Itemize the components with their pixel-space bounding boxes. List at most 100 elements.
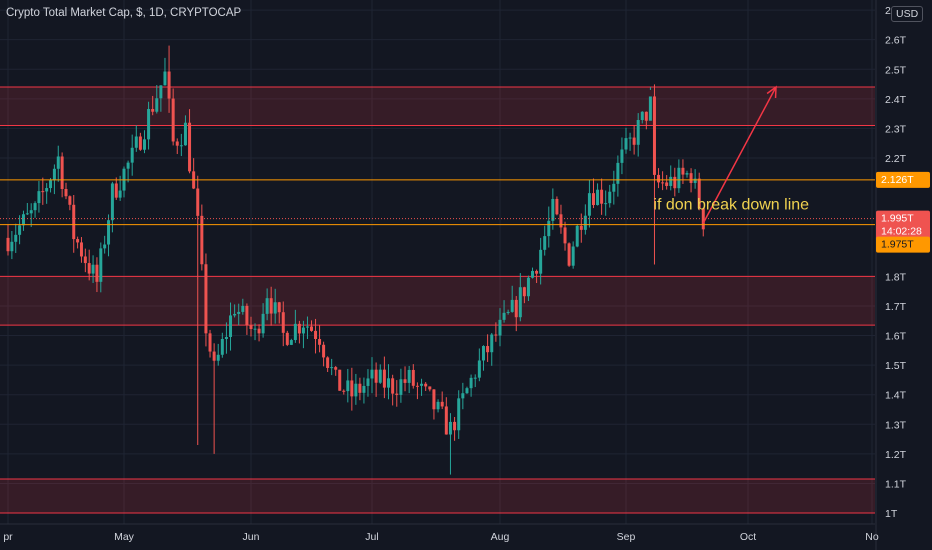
candle-body	[547, 220, 551, 237]
price-axis[interactable]: 1T 1.1T 1.2T 1.3T 1.4T 1.5T 1.6T 1.7T 1.8T 2.2T 2.…	[875, 0, 932, 550]
candle-body	[415, 385, 419, 387]
candle-body	[571, 246, 575, 266]
candle-body	[151, 108, 155, 112]
candle-body	[305, 326, 309, 328]
candle-body	[29, 210, 33, 214]
candle-body	[689, 173, 693, 183]
candle-body	[14, 234, 18, 242]
candle-body	[486, 346, 490, 353]
candle-body	[179, 145, 183, 147]
candle-body	[498, 319, 502, 336]
candle-body	[83, 256, 87, 264]
price-tick-label: 2.6T	[885, 35, 907, 47]
candle-body	[171, 98, 175, 142]
candle-body	[600, 189, 604, 204]
candle-body	[175, 141, 179, 146]
price-tick-label: 1T	[885, 508, 898, 520]
candle-body	[118, 190, 122, 198]
candlestick-series	[6, 45, 705, 475]
candle-body	[587, 193, 591, 216]
candle-body	[510, 299, 514, 312]
candle-body	[293, 323, 297, 341]
candle-body	[604, 203, 608, 205]
horizontal-levels	[0, 179, 875, 226]
price-tick-label: 1.1T	[885, 478, 907, 490]
price-axis-bg	[876, 0, 932, 550]
candle-body	[563, 227, 567, 244]
price-tick-label: 2.3T	[885, 123, 907, 135]
candle-body	[432, 389, 436, 410]
price-tick-label: 2.2T	[885, 153, 907, 165]
candle-body	[391, 378, 395, 394]
candle-body	[374, 369, 378, 383]
candle-body	[453, 421, 457, 431]
candle-body	[21, 214, 25, 226]
candle-body	[68, 196, 72, 205]
chart-grid	[0, 0, 875, 524]
candle-body	[87, 263, 91, 274]
candle-body	[25, 213, 29, 215]
candle-body	[200, 215, 204, 265]
candle-body	[440, 401, 444, 407]
price-tick-label: 1.7T	[885, 301, 907, 313]
candle-body	[399, 379, 403, 395]
candle-body	[673, 176, 677, 189]
candle-body	[155, 98, 159, 112]
currency-button[interactable]: USD	[891, 6, 924, 22]
candle-body	[657, 174, 661, 183]
candle-body	[318, 339, 322, 345]
candle-body	[477, 360, 481, 378]
candle-body	[334, 367, 338, 370]
candle-body	[56, 156, 60, 169]
candle-body	[167, 71, 171, 99]
candle-body	[285, 332, 289, 345]
price-tick-label: 1.3T	[885, 419, 907, 431]
last-price-tag-bg	[876, 210, 930, 240]
candle-body	[632, 137, 636, 145]
candle-body	[358, 383, 362, 393]
candle-body	[99, 248, 103, 282]
candle-body	[107, 220, 111, 245]
candle-body	[134, 136, 138, 148]
candle-body	[237, 311, 241, 314]
candle-body	[253, 328, 257, 330]
candle-body	[130, 147, 134, 163]
candle-body	[220, 338, 224, 355]
last-price-tag-label: 1.995T	[881, 213, 914, 225]
candle-body	[535, 270, 539, 274]
candle-body	[403, 379, 407, 383]
candle-body	[354, 383, 358, 397]
candle-body	[624, 138, 628, 150]
candle-body	[407, 369, 411, 383]
annotation-text: if don break down line	[653, 196, 809, 213]
candle-body	[661, 182, 665, 184]
candle-body	[241, 305, 245, 312]
candle-body	[628, 137, 632, 139]
candle-body	[289, 340, 293, 345]
candle-body	[502, 312, 506, 320]
candle-body	[72, 204, 76, 240]
candle-body	[188, 122, 192, 172]
candle-body	[79, 242, 83, 257]
candle-body	[342, 390, 346, 392]
candle-body	[685, 173, 689, 175]
candle-body	[147, 108, 151, 140]
candle-body	[697, 178, 701, 209]
candle-body	[204, 264, 208, 334]
candle-body	[382, 369, 386, 388]
candle-body	[249, 325, 253, 330]
candle-body	[269, 298, 273, 314]
candle-body	[245, 305, 249, 326]
candle-body	[64, 188, 68, 197]
price-tick-label: 1.2T	[885, 449, 907, 461]
candle-body	[395, 393, 399, 395]
time-axis[interactable]: pr May Jun Jul Aug Sep Oct No	[0, 523, 879, 543]
candle-body	[314, 330, 318, 340]
candle-body	[95, 264, 99, 282]
candle-body	[37, 191, 41, 204]
candle-body	[110, 183, 114, 221]
candle-body	[346, 380, 350, 392]
price-tick-label: 2.5T	[885, 64, 907, 76]
candle-body	[330, 367, 334, 369]
